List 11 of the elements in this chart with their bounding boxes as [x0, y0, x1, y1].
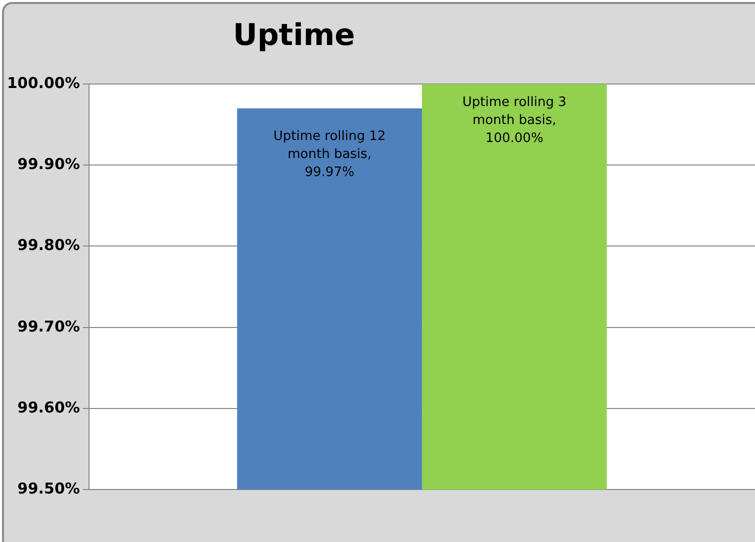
series-label: Uptime rolling 12 month basis, [273, 129, 386, 162]
y-tick-label: 99.90% [17, 155, 80, 174]
y-tick-label: 99.80% [17, 236, 80, 254]
data-label: 100.00% [485, 130, 544, 146]
series-label: Uptime rolling 3 month basis, [462, 94, 566, 128]
data-label: 99.97% [304, 165, 354, 180]
y-tick-label: 99.50% [17, 479, 80, 498]
y-tick-label: 100.00% [6, 74, 80, 92]
y-tick-label: 99.60% [17, 398, 80, 416]
y-tick-label: 99.70% [17, 317, 80, 336]
chart-title: Uptime [232, 18, 356, 53]
